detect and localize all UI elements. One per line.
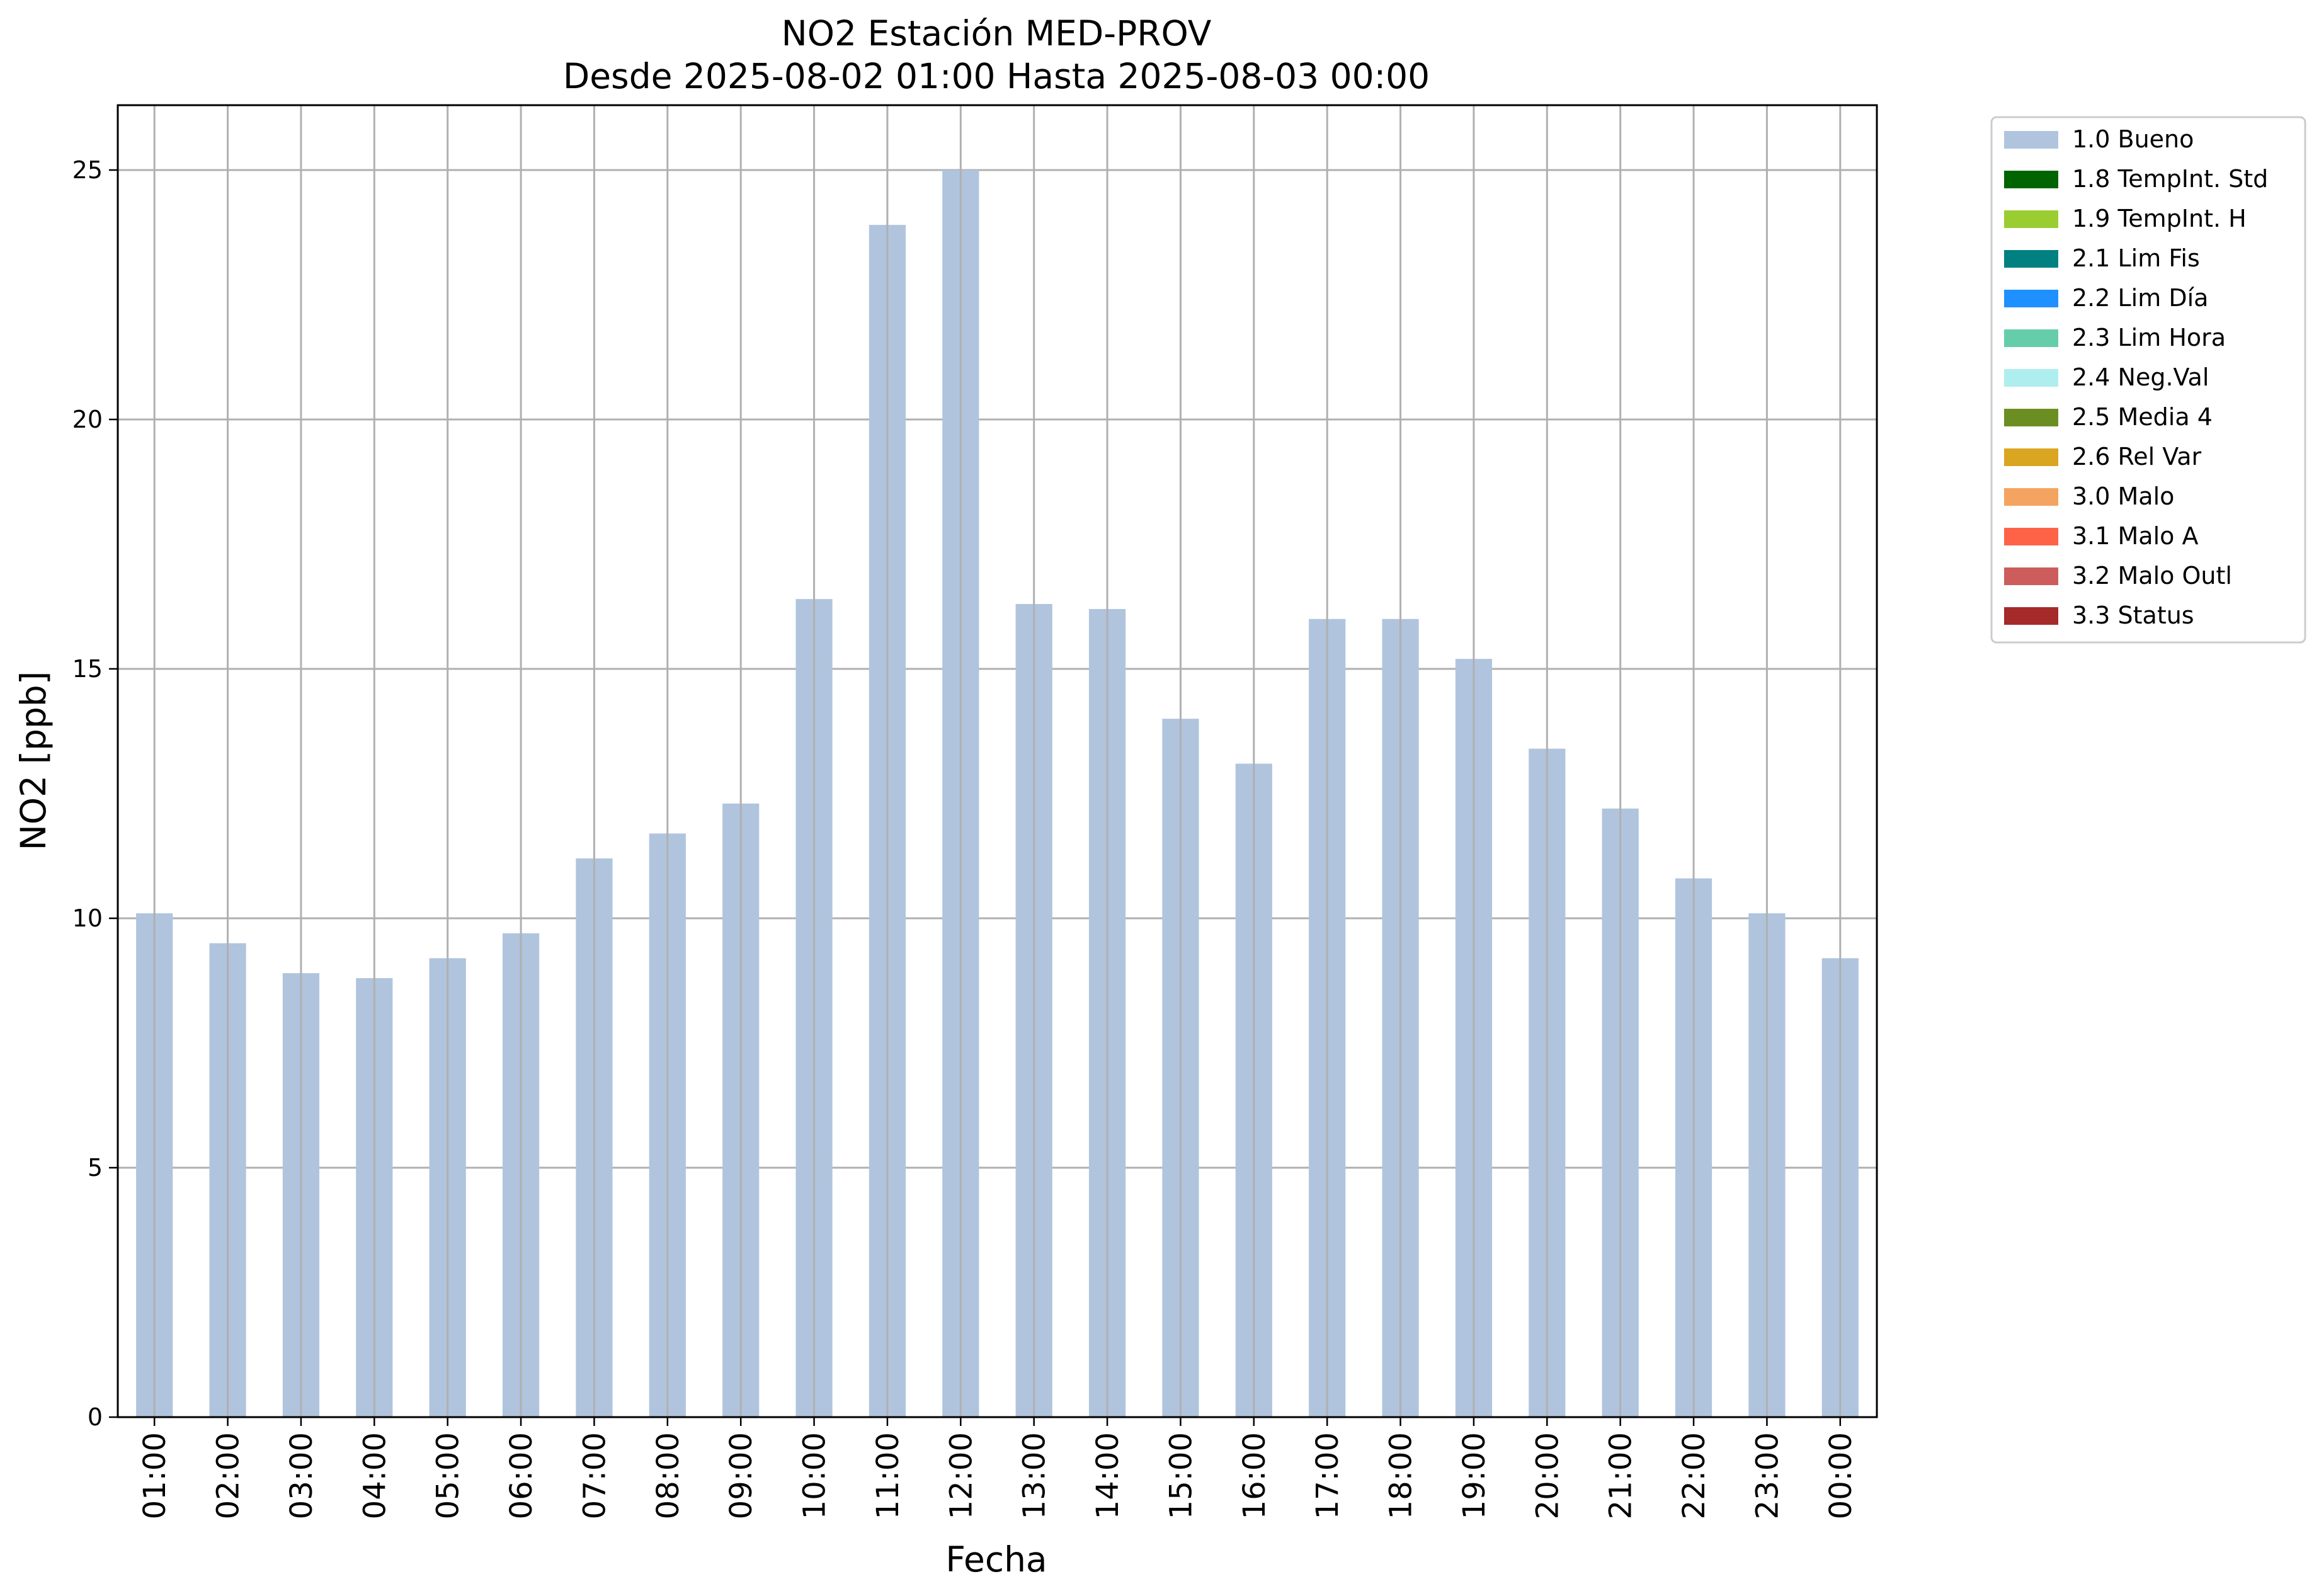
x-axis: 01:00 02:00 03:00 04:00 05:00 06:00 07:00 08:00… — [137, 1417, 1859, 1519]
x-tick-label: 06:00 — [504, 1432, 539, 1519]
x-tick-label: 02:00 — [211, 1432, 246, 1519]
y-tick-label: 5 — [88, 1154, 103, 1182]
legend-swatch — [2004, 567, 2058, 585]
chart-title: NO2 Estación MED-PROV — [782, 13, 1212, 54]
legend-box — [1990, 116, 2306, 644]
legend-swatch — [2004, 290, 2058, 307]
x-tick-label: 14:00 — [1090, 1432, 1125, 1519]
y-axis-label: NO2 [ppb] — [13, 671, 54, 851]
legend-swatch — [2004, 250, 2058, 268]
legend-label: 2.3 Lim Hora — [2072, 324, 2226, 351]
y-tick-label: 15 — [72, 655, 103, 683]
legend-swatch — [2004, 329, 2058, 347]
y-tick-label: 25 — [72, 156, 103, 184]
legend-label: 2.6 Rel Var — [2072, 443, 2202, 470]
x-tick-label: 10:00 — [797, 1432, 833, 1519]
x-tick-label: 19:00 — [1457, 1432, 1492, 1519]
x-tick-label: 07:00 — [577, 1432, 612, 1519]
legend-label: 3.0 Malo — [2072, 482, 2174, 510]
legend-swatch — [2004, 409, 2058, 426]
legend-label: 2.2 Lim Día — [2072, 284, 2208, 312]
x-tick-label: 16:00 — [1237, 1432, 1272, 1519]
legend-label: 2.5 Media 4 — [2072, 403, 2213, 431]
x-tick-label: 00:00 — [1823, 1432, 1859, 1519]
legend-label: 2.1 Lim Fis — [2072, 244, 2200, 272]
x-tick-label: 04:00 — [357, 1432, 392, 1519]
y-axis: 0 5 10 15 20 25 — [72, 156, 118, 1431]
legend-label: 1.9 TempInt. H — [2072, 205, 2247, 232]
x-tick-label: 13:00 — [1017, 1432, 1052, 1519]
x-tick-label: 09:00 — [724, 1432, 759, 1519]
legend: 1.0 Bueno 1.8 TempInt. Std 1.9 TempInt. H 2… — [1990, 116, 2306, 644]
chart-subtitle: Desde 2025-08-02 01:00 Hasta 2025-08-03 … — [563, 56, 1430, 96]
x-tick-label: 18:00 — [1384, 1432, 1419, 1519]
x-tick-label: 21:00 — [1604, 1432, 1639, 1519]
legend-swatch — [2004, 369, 2058, 387]
y-tick-label: 20 — [72, 406, 103, 433]
legend-label: 1.0 Bueno — [2072, 125, 2194, 153]
plot-frame — [117, 104, 1878, 1418]
y-tick-label: 0 — [88, 1403, 103, 1431]
x-tick-label: 23:00 — [1750, 1432, 1785, 1519]
x-grid — [153, 105, 1842, 1417]
x-tick-label: 15:00 — [1163, 1432, 1199, 1519]
x-tick-label: 20:00 — [1530, 1432, 1565, 1519]
x-axis-label: Fecha — [945, 1539, 1047, 1580]
x-tick-label: 22:00 — [1677, 1432, 1712, 1519]
legend-label: 3.2 Malo Outl — [2072, 562, 2232, 590]
bars — [136, 169, 1859, 1418]
x-tick-label: 08:00 — [651, 1432, 686, 1519]
legend-swatch — [2004, 171, 2058, 188]
x-tick-label: 12:00 — [943, 1432, 979, 1519]
legend-swatch — [2004, 488, 2058, 506]
x-tick-label: 17:00 — [1310, 1432, 1345, 1519]
legend-label: 3.1 Malo A — [2072, 522, 2198, 550]
y-tick-label: 10 — [72, 904, 103, 932]
legend-swatch — [2004, 607, 2058, 625]
legend-swatch — [2004, 210, 2058, 228]
x-tick-label: 05:00 — [431, 1432, 466, 1519]
x-tick-label: 11:00 — [870, 1432, 906, 1519]
legend-label: 2.4 Neg.Val — [2072, 363, 2209, 391]
x-tick-label: 01:00 — [137, 1432, 173, 1519]
legend-swatch — [2004, 131, 2058, 149]
legend-label: 3.3 Status — [2072, 601, 2194, 629]
legend-swatch — [2004, 448, 2058, 466]
legend-swatch — [2004, 528, 2058, 545]
legend-label: 1.8 TempInt. Std — [2072, 165, 2268, 193]
x-tick-label: 03:00 — [284, 1432, 319, 1519]
